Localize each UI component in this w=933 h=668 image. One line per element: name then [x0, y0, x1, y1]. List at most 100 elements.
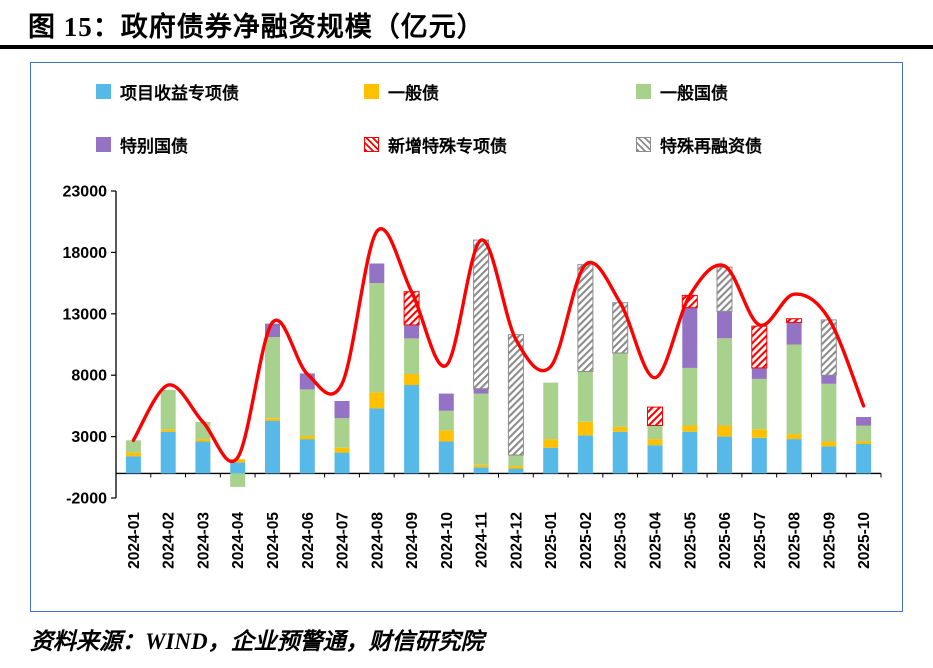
bar-segment-2025-09-s3	[821, 375, 837, 384]
bar-segment-2024-01-s2	[125, 440, 141, 453]
bar-segment-2024-09-s2	[404, 338, 420, 374]
bar-segment-2025-08-s1	[786, 434, 802, 439]
x-tick-label: 2025-05	[682, 512, 699, 569]
x-tick-label: 2024-10	[439, 512, 456, 569]
bar-segment-2024-09-s0	[404, 385, 420, 474]
total-line	[131, 227, 866, 463]
x-tick-label: 2024-08	[369, 512, 386, 569]
bar-segment-2024-06-s2	[299, 389, 315, 436]
bar-segment-2024-12-s0	[508, 468, 524, 474]
bar-segment-2024-11-s1	[473, 464, 489, 468]
bar-segment-2024-02-s1	[160, 429, 176, 432]
bar-segment-2024-11-s0	[473, 467, 489, 474]
bar-segment-2025-06-s0	[717, 436, 732, 474]
legend-label: 特殊再融资债	[660, 137, 762, 156]
x-tick-label: 2024-06	[300, 512, 317, 569]
stacked-bar-chart: 23000 18000 13000 8000 3000 -2000 2024-01 2024-…	[63, 184, 882, 569]
legend-item-general-treasury: 一般国债	[636, 79, 894, 104]
bar-segment-2025-06-s3	[717, 311, 732, 339]
x-tick-label: 2024-11	[474, 512, 491, 568]
x-tick-label: 2025-04	[648, 512, 665, 569]
legend-swatch-red-hatch	[364, 137, 379, 152]
bar-segment-2025-05-s2	[682, 367, 698, 426]
bar-segment-2025-08-s4	[786, 318, 803, 323]
source-text: 资料来源：WIND，企业预警通，财信研究院	[30, 629, 484, 654]
legend-swatch-green	[636, 84, 651, 99]
bar-segment-2025-02-s0	[577, 435, 593, 474]
legend-swatch-blue	[96, 84, 111, 99]
x-tick-label: 2024-05	[265, 512, 282, 569]
bar-segment-2025-07-s4	[751, 325, 768, 369]
bar-segment-2025-10-s3	[856, 417, 872, 426]
legend-label: 一般债	[388, 84, 439, 103]
legend-item-project-special-bond: 项目收益专项债	[96, 79, 364, 104]
bar-segment-2024-12-s5	[507, 334, 524, 456]
x-tick-label: 2025-08	[787, 512, 804, 569]
legend-label: 一般国债	[660, 84, 728, 103]
bar-segment-2024-05-s2	[265, 337, 280, 419]
x-tick-label: 2025-01	[543, 512, 560, 569]
bar-segment-2024-09-s3	[404, 324, 420, 339]
x-tick-label: 2025-02	[578, 512, 595, 569]
bar-segment-2024-11-s3	[473, 388, 489, 394]
bar-segment-2025-09-s1	[821, 441, 837, 447]
bar-segment-2025-10-s2	[856, 425, 872, 442]
x-tick-label: 2024-02	[161, 512, 178, 569]
bar-segment-2025-05-s1	[682, 425, 698, 432]
x-tick-label: 2024-04	[230, 512, 247, 569]
bar-segment-2025-02-s5	[577, 264, 594, 372]
legend-swatch-purple	[96, 137, 111, 152]
bar-segment-2024-03-s1	[195, 439, 211, 442]
bar-segment-2024-08-s0	[369, 408, 385, 474]
bar-segment-2025-01-s2	[543, 382, 559, 440]
legend-label: 项目收益专项债	[120, 84, 239, 103]
bar-segment-2024-06-s1	[299, 436, 315, 440]
bar-segment-2024-08-s2	[369, 283, 385, 393]
bar-segment-2024-04-s2	[230, 473, 246, 487]
bar-segment-2025-07-s3	[751, 367, 767, 379]
bar-segment-2025-08-s0	[786, 439, 802, 474]
bar-segment-2024-02-s0	[160, 431, 176, 474]
bar-segment-2024-08-s3	[369, 263, 385, 284]
bar-segment-2025-06-s1	[717, 425, 732, 437]
bar-segment-2025-03-s1	[612, 426, 628, 432]
bar-segment-2025-10-s1	[856, 441, 872, 444]
bar-segment-2025-02-s1	[577, 421, 593, 436]
bar-segment-2025-06-s2	[717, 338, 732, 426]
x-tick-label: 2024-12	[508, 512, 525, 569]
bar-segment-2025-04-s1	[647, 439, 663, 446]
bar-segment-2025-02-s2	[577, 371, 593, 422]
bar-segment-2025-03-s0	[612, 431, 628, 474]
bar-segment-2025-07-s2	[751, 378, 767, 430]
bar-segment-2024-07-s1	[334, 447, 350, 453]
x-tick-label: 2025-10	[856, 512, 873, 569]
bar-segment-2024-07-s2	[334, 418, 350, 448]
x-tick-label: 2024-09	[404, 512, 421, 569]
bar-segment-2025-08-s2	[786, 344, 802, 435]
bar-segment-2024-06-s0	[299, 439, 315, 474]
legend-swatch-gray-hatch	[636, 137, 651, 152]
title-divider	[0, 45, 933, 49]
bar-segment-2024-12-s1	[508, 466, 524, 469]
legend-item-special-treasury: 特别国债	[96, 132, 364, 157]
legend-label: 特别国债	[120, 137, 188, 156]
legend-swatch-orange	[364, 84, 379, 99]
figure-title: 图 15：政府债券净融资规模（亿元）	[28, 12, 485, 42]
bar-segment-2025-04-s0	[647, 445, 663, 474]
chart-frame: 项目收益专项债 一般债 一般国债 特别国债 新增特殊专项债 特殊再融资债	[30, 62, 903, 612]
bar-segment-2024-02-s2	[160, 389, 176, 430]
bar-segment-2025-01-s1	[543, 439, 559, 448]
bar-segment-2024-11-s5	[473, 239, 490, 390]
y-tick-label: 13000	[63, 306, 108, 323]
legend-label: 新增特殊专项债	[388, 137, 507, 156]
x-tick-label: 2024-07	[335, 512, 352, 569]
bar-segment-2025-03-s2	[612, 353, 628, 427]
bar-segment-2025-07-s1	[751, 429, 767, 438]
bar-segment-2024-01-s0	[125, 456, 141, 474]
legend-item-special-refinancing: 特殊再融资债	[636, 132, 894, 157]
bar-segment-2025-04-s2	[647, 425, 663, 439]
bar-segment-2025-09-s0	[821, 446, 837, 474]
bar-segment-2024-12-s2	[508, 455, 524, 467]
bar-segment-2024-07-s0	[334, 452, 350, 474]
